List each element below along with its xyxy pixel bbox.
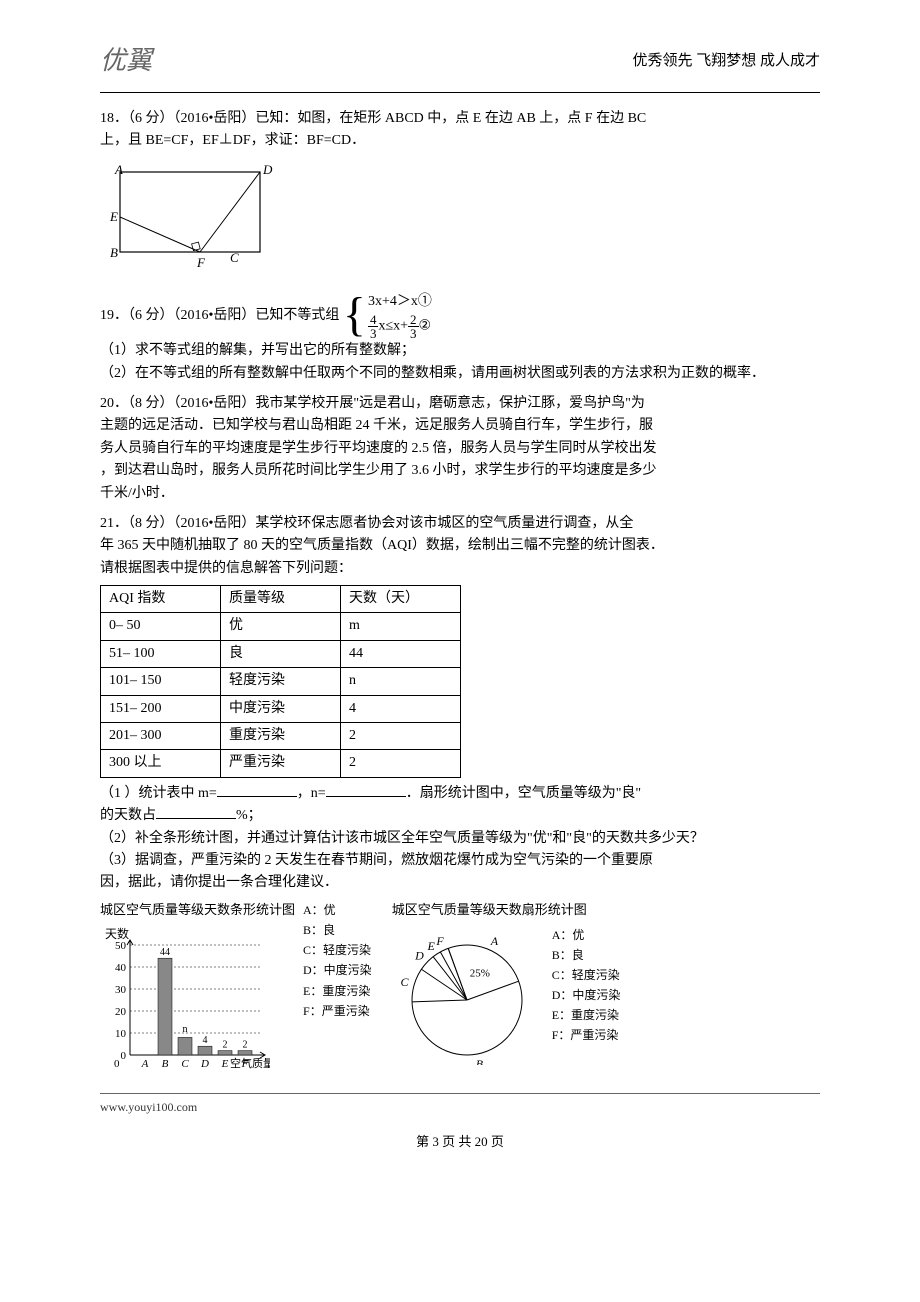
- svg-text:2: 2: [223, 1039, 228, 1050]
- rectangle-diagram: A D E B F C: [100, 162, 280, 272]
- pie-chart: A 25% B CDEF: [392, 925, 542, 1065]
- q20-l2: 主题的远足活动．已知学校与君山岛相距 24 千米，远足服务人员骑自行车，学生步行…: [100, 415, 820, 437]
- blank-percent: [156, 805, 236, 819]
- svg-text:B: B: [110, 245, 118, 260]
- svg-text:B: B: [475, 1056, 483, 1064]
- svg-text:20: 20: [115, 1006, 127, 1018]
- inequality-system: { 3x+4＞x① 43x≤x+23②: [343, 291, 432, 340]
- page-number: 第 3 页 共 20 页: [100, 1132, 820, 1153]
- svg-text:B: B: [162, 1058, 169, 1070]
- q20-l3: 务人员骑自行车的平均速度是学生步行平均速度的 2.5 倍，服务人员与学生同时从学…: [100, 438, 820, 460]
- svg-text:D: D: [414, 948, 424, 962]
- bar-chart-legend: A：优 B：良 C：轻度污染 D：中度污染 E：重度污染 F：严重污染: [303, 900, 372, 1083]
- logo-text: 优翼: [100, 40, 152, 82]
- q19-part2: （2）在不等式组的所有整数解中任取两个不同的整数相乘，请用画树状图或列表的方法求…: [100, 363, 820, 385]
- svg-text:E: E: [426, 938, 435, 952]
- th-days: 天数（天）: [341, 586, 461, 613]
- pie-chart-title: 城区空气质量等级天数扇形统计图: [392, 900, 621, 921]
- page-footer: www.youyi100.com: [100, 1093, 820, 1117]
- blank-n: [326, 783, 406, 797]
- q20-l4: ，到达君山岛时，服务人员所花时间比学生少用了 3.6 小时，求学生步行的平均速度…: [100, 460, 820, 482]
- table-row: 151– 200中度污染4: [101, 695, 461, 722]
- svg-text:C: C: [230, 250, 239, 265]
- pie-chart-block: 城区空气质量等级天数扇形统计图 A 25% B CDEF A：优 B：良 C：轻度污染…: [392, 900, 621, 1083]
- q19-prefix: 19．（6 分）（2016•岳阳）已知不等式组: [100, 308, 339, 323]
- left-brace-icon: {: [343, 291, 366, 339]
- q19-part1: （1）求不等式组的解集，并写出它的所有整数解；: [100, 340, 820, 362]
- svg-text:D: D: [262, 162, 273, 177]
- q21-part1-line1: （1 ）统计表中 m=，n=．扇形统计图中，空气质量等级为"良": [100, 783, 820, 805]
- svg-text:空气质量等级: 空气质量等级: [230, 1056, 270, 1070]
- q21-part3-l1: （3）据调查，严重污染的 2 天发生在春节期间，燃放烟花爆竹成为空气污染的一个重…: [100, 850, 820, 872]
- table-row: 51– 100良44: [101, 640, 461, 667]
- svg-text:25%: 25%: [469, 967, 489, 979]
- bar-chart-title: 城区空气质量等级天数条形统计图: [100, 900, 295, 921]
- svg-text:50: 50: [115, 940, 127, 952]
- svg-text:30: 30: [115, 984, 127, 996]
- svg-text:A: A: [141, 1058, 149, 1070]
- blank-m: [217, 783, 297, 797]
- svg-text:40: 40: [115, 962, 127, 974]
- svg-text:C: C: [181, 1058, 189, 1070]
- table-row: 300 以上严重污染2: [101, 750, 461, 777]
- svg-text:E: E: [109, 209, 118, 224]
- q18-line2: 上，且 BE=CF，EF⊥DF，求证：BF=CD．: [100, 130, 820, 152]
- header-slogan: 优秀领先 飞翔梦想 成人成才: [632, 49, 820, 73]
- svg-text:0: 0: [114, 1058, 120, 1070]
- svg-text:10: 10: [115, 1028, 127, 1040]
- svg-text:E: E: [221, 1058, 229, 1070]
- q21-part3-l2: 因，据此，请你提出一条合理化建议．: [100, 872, 820, 894]
- bar-chart: 天数01020304050A44BnC4D2E2F空气质量等级0: [100, 925, 270, 1075]
- th-aqi: AQI 指数: [101, 586, 221, 613]
- svg-text:4: 4: [203, 1035, 208, 1046]
- svg-text:D: D: [200, 1058, 209, 1070]
- charts-row: 城区空气质量等级天数条形统计图 天数01020304050A44BnC4D2E2…: [100, 900, 820, 1083]
- header-divider: [100, 92, 820, 93]
- svg-text:n: n: [183, 1024, 188, 1035]
- svg-text:0: 0: [121, 1050, 127, 1062]
- bar-chart-block: 城区空气质量等级天数条形统计图 天数01020304050A44BnC4D2E2…: [100, 900, 372, 1083]
- svg-text:天数: 天数: [105, 926, 129, 941]
- q21-l1: 21．（8 分）（2016•岳阳）某学校环保志愿者协会对该市城区的空气质量进行调…: [100, 513, 820, 535]
- q21-l3: 请根据图表中提供的信息解答下列问题：: [100, 558, 820, 580]
- q18-line1: 18．（6 分）（2016•岳阳）已知：如图，在矩形 ABCD 中，点 E 在边…: [100, 108, 820, 130]
- svg-text:A: A: [489, 934, 498, 948]
- q21-part1-line2: 的天数占%；: [100, 805, 820, 827]
- aqi-table: AQI 指数 质量等级 天数（天） 0– 50优m 51– 100良44 101…: [100, 585, 461, 778]
- inequality-1: 3x+4＞x①: [368, 291, 432, 313]
- pie-chart-legend: A：优 B：良 C：轻度污染 D：中度污染 E：重度污染 F：严重污染: [552, 925, 621, 1065]
- q19-stem: 19．（6 分）（2016•岳阳）已知不等式组 { 3x+4＞x① 43x≤x+…: [100, 291, 820, 340]
- svg-text:F: F: [196, 255, 206, 270]
- table-row: 201– 300重度污染2: [101, 723, 461, 750]
- question-20: 20．（8 分）（2016•岳阳）我市某学校开展"远是君山，磨砺意志，保护江豚，…: [100, 393, 820, 505]
- q21-l2: 年 365 天中随机抽取了 80 天的空气质量指数（AQI）数据，绘制出三幅不完…: [100, 535, 820, 557]
- table-row: 101– 150轻度污染n: [101, 668, 461, 695]
- q21-part2: （2）补全条形统计图，并通过计算估计该市城区全年空气质量等级为"优"和"良"的天…: [100, 828, 820, 850]
- svg-text:F: F: [435, 933, 444, 947]
- svg-text:C: C: [400, 975, 409, 989]
- inequality-2: 43x≤x+23②: [368, 313, 432, 340]
- question-21: 21．（8 分）（2016•岳阳）某学校环保志愿者协会对该市城区的空气质量进行调…: [100, 513, 820, 1083]
- q20-l1: 20．（8 分）（2016•岳阳）我市某学校开展"远是君山，磨砺意志，保护江豚，…: [100, 393, 820, 415]
- page-header: 优翼 优秀领先 飞翔梦想 成人成才: [100, 40, 820, 82]
- q18-figure: A D E B F C: [100, 162, 820, 280]
- question-19: 19．（6 分）（2016•岳阳）已知不等式组 { 3x+4＞x① 43x≤x+…: [100, 291, 820, 385]
- footer-url: www.youyi100.com: [100, 1098, 820, 1117]
- svg-text:A: A: [114, 162, 123, 177]
- fraction-4-3: 43: [368, 313, 379, 340]
- question-18: 18．（6 分）（2016•岳阳）已知：如图，在矩形 ABCD 中，点 E 在边…: [100, 108, 820, 281]
- th-level: 质量等级: [221, 586, 341, 613]
- table-row: 0– 50优m: [101, 613, 461, 640]
- svg-text:2: 2: [243, 1039, 248, 1050]
- fraction-2-3: 23: [408, 313, 419, 340]
- svg-text:44: 44: [160, 947, 170, 958]
- q20-l5: 千米/小时．: [100, 483, 820, 505]
- table-header-row: AQI 指数 质量等级 天数（天）: [101, 586, 461, 613]
